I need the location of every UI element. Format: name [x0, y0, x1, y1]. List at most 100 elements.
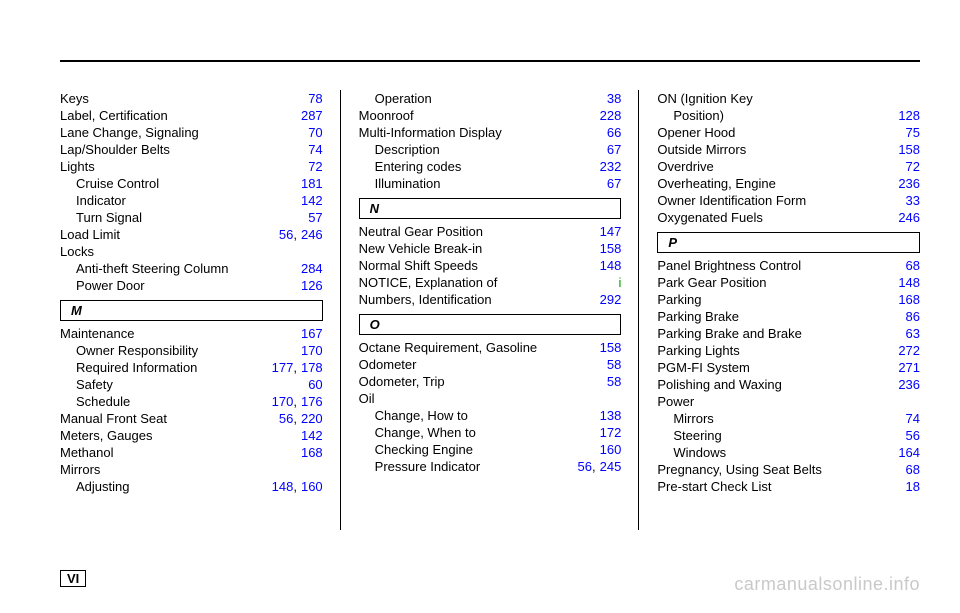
page-link[interactable]: 68	[906, 462, 920, 477]
page-link[interactable]: 67	[607, 142, 621, 157]
page-link[interactable]: 158	[898, 142, 920, 157]
index-entry-label: Parking Lights	[657, 342, 739, 359]
page-link[interactable]: 172	[600, 425, 622, 440]
page-link[interactable]: 178	[301, 360, 323, 375]
page-link[interactable]: 57	[308, 210, 322, 225]
index-entry: Odometer, Trip58	[359, 373, 622, 390]
page-link[interactable]: 292	[600, 292, 622, 307]
index-entry-label: Polishing and Waxing	[657, 376, 782, 393]
page-link[interactable]: 164	[898, 445, 920, 460]
page-link[interactable]: 56	[279, 227, 293, 242]
page-link[interactable]: 236	[898, 176, 920, 191]
page-link[interactable]: 72	[308, 159, 322, 174]
page-link[interactable]: 58	[607, 357, 621, 372]
page-link[interactable]: 287	[301, 108, 323, 123]
page-link[interactable]: 168	[898, 292, 920, 307]
index-page-refs: 232	[600, 158, 622, 175]
page-link[interactable]: 220	[301, 411, 323, 426]
index-entry: Required Information177,178	[60, 359, 323, 376]
index-page-refs: 160	[600, 441, 622, 458]
page-link[interactable]: 38	[607, 91, 621, 106]
page-link[interactable]: 271	[898, 360, 920, 375]
page-link[interactable]: 33	[906, 193, 920, 208]
page-link[interactable]: 228	[600, 108, 622, 123]
page-link[interactable]: 168	[301, 445, 323, 460]
page-link[interactable]: 126	[301, 278, 323, 293]
page-link[interactable]: 56	[279, 411, 293, 426]
index-entry-label: New Vehicle Break-in	[359, 240, 483, 257]
page-link[interactable]: 170	[301, 343, 323, 358]
page-link[interactable]: 147	[600, 224, 622, 239]
page-link[interactable]: 272	[898, 343, 920, 358]
page-number: VI	[60, 570, 86, 587]
page-link[interactable]: 58	[607, 374, 621, 389]
index-page-refs: 177,178	[272, 359, 323, 376]
page-link[interactable]: 246	[898, 210, 920, 225]
index-entry-label: Overdrive	[657, 158, 713, 175]
page-link[interactable]: 72	[906, 159, 920, 174]
index-entry-label: Steering	[673, 427, 721, 444]
page-link[interactable]: 78	[308, 91, 322, 106]
index-page-refs: 18	[906, 478, 920, 495]
index-page-refs: 72	[308, 158, 322, 175]
page-link[interactable]: 68	[906, 258, 920, 273]
index-page-refs: 67	[607, 175, 621, 192]
index-entry: Parking Brake86	[657, 308, 920, 325]
page-link[interactable]: 18	[906, 479, 920, 494]
page-link[interactable]: 170	[272, 394, 294, 409]
page-link[interactable]: 167	[301, 326, 323, 341]
page-link[interactable]: 160	[301, 479, 323, 494]
page-link[interactable]: 158	[600, 241, 622, 256]
page-link[interactable]: 74	[308, 142, 322, 157]
page-link[interactable]: 148	[898, 275, 920, 290]
index-page-refs: 236	[898, 175, 920, 192]
index-page-refs: 56	[906, 427, 920, 444]
page-link[interactable]: i	[618, 275, 621, 290]
index-page-refs: 68	[906, 257, 920, 274]
index-entry-label: Operation	[375, 90, 432, 107]
index-entry-label: Safety	[76, 376, 113, 393]
index-page-refs: 246	[898, 209, 920, 226]
page-link[interactable]: 142	[301, 193, 323, 208]
page-link[interactable]: 74	[906, 411, 920, 426]
page-link[interactable]: 56	[906, 428, 920, 443]
page-link[interactable]: 148	[600, 258, 622, 273]
index-entry: Methanol168	[60, 444, 323, 461]
index-entry-label: Oil	[359, 390, 375, 407]
col2-bottom-group: Octane Requirement, Gasoline158Odometer5…	[359, 339, 622, 475]
page-link[interactable]: 158	[600, 340, 622, 355]
index-entry-label: Windows	[673, 444, 726, 461]
page-link[interactable]: 66	[607, 125, 621, 140]
page-link[interactable]: 245	[600, 459, 622, 474]
page-link[interactable]: 236	[898, 377, 920, 392]
page-link[interactable]: 60	[308, 377, 322, 392]
index-page-refs: 58	[607, 356, 621, 373]
page-link[interactable]: 246	[301, 227, 323, 242]
index-page-refs: 272	[898, 342, 920, 359]
page-link[interactable]: 67	[607, 176, 621, 191]
page-link[interactable]: 138	[600, 408, 622, 423]
page-link[interactable]: 176	[301, 394, 323, 409]
page-link[interactable]: 63	[906, 326, 920, 341]
page-link[interactable]: 142	[301, 428, 323, 443]
page-link[interactable]: 75	[906, 125, 920, 140]
page-link[interactable]: 160	[600, 442, 622, 457]
col1-after-group: Maintenance167Owner Responsibility170Req…	[60, 325, 323, 495]
index-column-2: Operation38Moonroof228Multi-Information …	[341, 90, 640, 530]
page-link[interactable]: 70	[308, 125, 322, 140]
page-link[interactable]: 181	[301, 176, 323, 191]
index-entry: Parking Brake and Brake63	[657, 325, 920, 342]
index-page-refs: 148,160	[272, 478, 323, 495]
index-entry-label: Change, When to	[375, 424, 476, 441]
page-link[interactable]: 284	[301, 261, 323, 276]
index-entry-label: Power	[657, 393, 694, 410]
page-link[interactable]: 148	[272, 479, 294, 494]
page-link[interactable]: 56	[578, 459, 592, 474]
index-page-refs: 72	[906, 158, 920, 175]
page-link[interactable]: 86	[906, 309, 920, 324]
page-link[interactable]: 177	[272, 360, 294, 375]
index-page-refs: 58	[607, 373, 621, 390]
index-entry: Illumination67	[359, 175, 622, 192]
page-link[interactable]: 232	[600, 159, 622, 174]
page-link[interactable]: 128	[898, 108, 920, 123]
